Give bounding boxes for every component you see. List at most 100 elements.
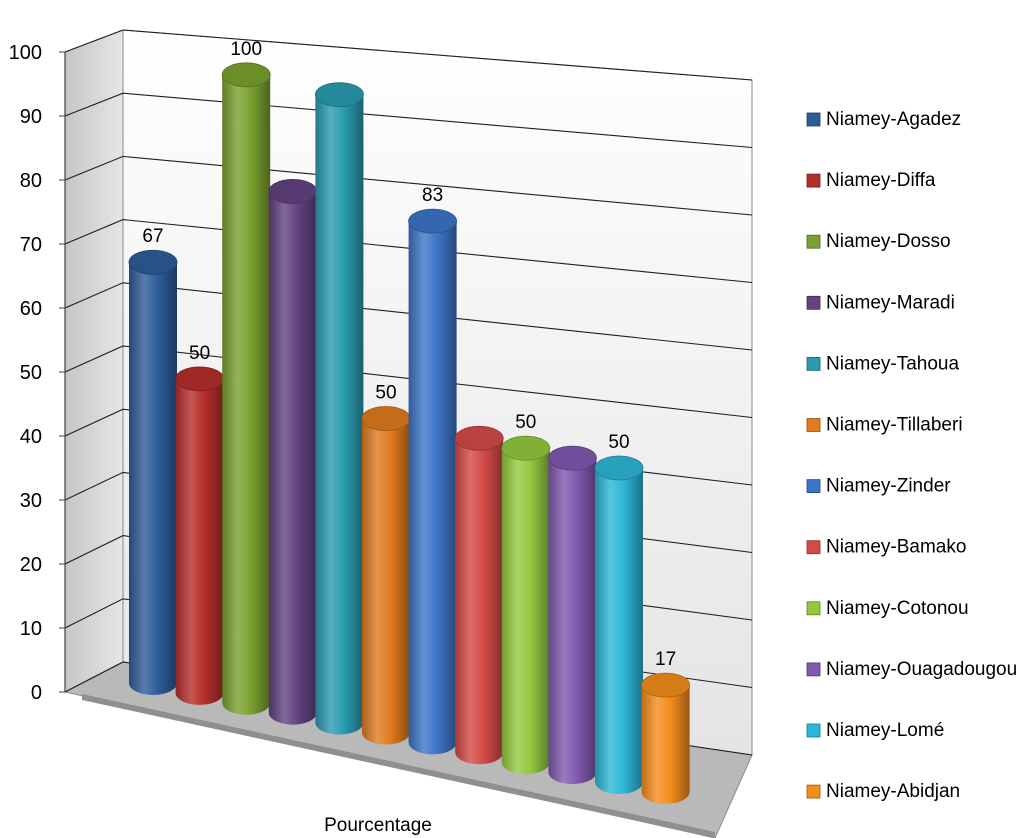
bar-Niamey-Abidjan xyxy=(641,672,690,804)
y-tick-label: 80 xyxy=(20,170,42,192)
bar-body xyxy=(501,448,550,775)
side-wall xyxy=(64,29,124,693)
legend-item: Niamey-Diffa xyxy=(806,170,936,191)
bar-top xyxy=(594,455,644,481)
legend-item: Niamey-Zinder xyxy=(806,476,951,497)
legend-label: Niamey-Diffa xyxy=(826,170,936,191)
gridline xyxy=(64,92,753,149)
bar-body xyxy=(175,378,224,705)
bar-body xyxy=(548,458,597,785)
bar-top xyxy=(548,445,597,471)
legend-swatch xyxy=(806,418,821,432)
floor-edge xyxy=(82,694,715,838)
legend-swatch xyxy=(806,479,821,494)
data-label: 50 xyxy=(189,343,210,364)
legend-swatch xyxy=(806,234,821,249)
bar-top xyxy=(221,62,271,88)
legend-label: Niamey-Maradi xyxy=(826,292,955,313)
y-tick-label: 90 xyxy=(20,106,42,128)
legend-swatch xyxy=(806,112,821,127)
legend-swatch xyxy=(806,540,821,555)
bar-top xyxy=(454,425,504,451)
bar-Niamey-Bamako xyxy=(454,425,504,765)
bar-body xyxy=(408,221,457,755)
bar-Niamey-Tillaberi xyxy=(361,406,411,745)
bar-top xyxy=(408,208,458,234)
bar-body xyxy=(222,74,271,715)
legend-label: Niamey-Dosso xyxy=(826,231,951,252)
legend-item: Niamey-Cotonou xyxy=(806,598,969,619)
bar-Niamey-Maradi xyxy=(268,179,318,725)
y-tick-label: 30 xyxy=(20,490,42,512)
gridline xyxy=(64,219,753,284)
legend-label: Niamey-Zinder xyxy=(826,476,951,497)
legend-swatch xyxy=(806,173,821,188)
data-label: 83 xyxy=(422,185,443,206)
bar-Niamey-Cotonou xyxy=(501,435,551,775)
gridline xyxy=(64,155,753,216)
bar-Niamey-Lomé xyxy=(594,455,644,794)
legend-swatch xyxy=(806,356,821,371)
bars xyxy=(128,62,690,804)
bar-body xyxy=(315,94,364,735)
legend-label: Niamey-Tillaberi xyxy=(826,415,963,436)
bar-body xyxy=(455,438,504,765)
bar-top xyxy=(361,406,411,431)
legend-swatch xyxy=(806,662,821,677)
legend-swatch xyxy=(806,295,821,310)
data-label: 50 xyxy=(375,383,396,404)
legend-item: Niamey-Agadez xyxy=(806,109,961,130)
legend-item: Niamey-Maradi xyxy=(806,292,955,313)
legend-item: Niamey-Lomé xyxy=(806,720,944,741)
legend-item: Niamey-Ouagadougou xyxy=(806,659,1017,680)
data-label: 100 xyxy=(230,39,262,60)
bar-top xyxy=(501,435,551,461)
legend-swatch xyxy=(806,723,821,738)
legend-label: Niamey-Agadez xyxy=(826,109,961,130)
bar-Niamey-Zinder xyxy=(408,208,458,755)
bar-Niamey-Tahoua xyxy=(314,82,364,735)
y-tick-label: 10 xyxy=(20,618,42,640)
x-axis: Pourcentage xyxy=(324,815,432,836)
x-axis-label: Pourcentage xyxy=(324,815,432,836)
bar-Niamey-Diffa xyxy=(175,366,225,705)
legend-label: Niamey-Cotonou xyxy=(826,598,969,619)
legend-item: Niamey-Tahoua xyxy=(806,353,959,374)
legend-label: Niamey-Abidjan xyxy=(826,781,960,802)
legend-label: Niamey-Ouagadougou xyxy=(826,659,1017,680)
bar-Niamey-Dosso xyxy=(221,62,271,715)
gridline xyxy=(64,282,753,351)
legend: Niamey-Agadez Niamey-Diffa Niamey-Dosso Nia… xyxy=(806,109,1017,802)
data-labels: 67 50 100 50 83 50 50 17 xyxy=(142,39,676,670)
y-tick-label: 70 xyxy=(20,234,42,256)
y-tick-label: 100 xyxy=(9,42,42,64)
bar-top xyxy=(268,179,318,204)
legend-label: Niamey-Tahoua xyxy=(826,353,959,374)
legend-item: Niamey-Bamako xyxy=(806,537,966,558)
bar-body xyxy=(641,685,690,804)
y-tick-label: 60 xyxy=(20,298,42,320)
bar-top xyxy=(314,82,364,107)
legend-item: Niamey-Tillaberi xyxy=(806,415,963,436)
bar-top xyxy=(641,672,690,698)
y-axis: 0 10 20 30 40 50 60 70 80 90 100 xyxy=(9,42,66,704)
y-tick-label: 20 xyxy=(20,554,42,576)
bar-body xyxy=(129,262,177,695)
legend-item: Niamey-Dosso xyxy=(806,231,951,252)
legend-label: Niamey-Bamako xyxy=(826,537,966,558)
bar-Niamey-Agadez xyxy=(128,249,178,695)
y-tick-label: 50 xyxy=(20,362,42,384)
bar-top xyxy=(175,366,225,392)
y-tick-label: 40 xyxy=(20,426,42,448)
bar-body xyxy=(362,418,410,745)
legend-swatch xyxy=(806,601,821,616)
legend-swatch xyxy=(806,784,821,799)
bar-body xyxy=(595,468,643,794)
data-label: 67 xyxy=(142,226,163,247)
data-label: 50 xyxy=(608,432,629,453)
bar-Niamey-Ouagadougou xyxy=(548,445,597,785)
data-label: 17 xyxy=(655,649,676,670)
legend-item: Niamey-Abidjan xyxy=(806,781,960,802)
legend-label: Niamey-Lomé xyxy=(826,720,944,741)
